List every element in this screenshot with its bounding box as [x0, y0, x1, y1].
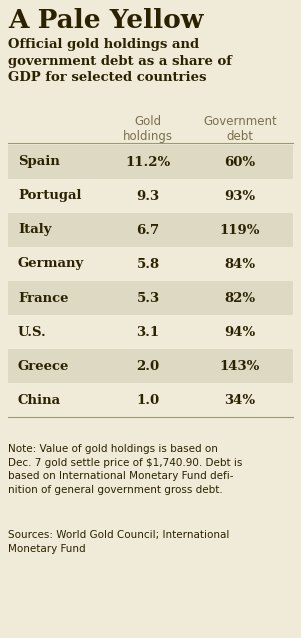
- Bar: [8, 247, 293, 281]
- Text: Portugal: Portugal: [18, 189, 82, 202]
- Text: Germany: Germany: [18, 258, 84, 271]
- Text: 5.8: 5.8: [136, 258, 160, 271]
- Bar: [8, 315, 293, 349]
- Text: France: France: [18, 292, 69, 304]
- Text: 84%: 84%: [225, 258, 256, 271]
- Text: 34%: 34%: [225, 394, 256, 406]
- Text: Official gold holdings and
government debt as a share of
GDP for selected countr: Official gold holdings and government de…: [8, 38, 232, 84]
- Text: Gold
holdings: Gold holdings: [123, 115, 173, 143]
- Bar: [8, 213, 293, 247]
- Text: 119%: 119%: [220, 223, 260, 237]
- Bar: [8, 349, 293, 383]
- Text: U.S.: U.S.: [18, 325, 47, 339]
- Text: 5.3: 5.3: [136, 292, 160, 304]
- Text: 94%: 94%: [224, 325, 256, 339]
- Text: 2.0: 2.0: [136, 359, 160, 373]
- Text: 60%: 60%: [225, 156, 256, 168]
- Text: 9.3: 9.3: [136, 189, 160, 202]
- Bar: [8, 179, 293, 213]
- Text: 82%: 82%: [225, 292, 256, 304]
- Bar: [8, 145, 293, 179]
- Text: China: China: [18, 394, 61, 406]
- Text: Sources: World Gold Council; International
Monetary Fund: Sources: World Gold Council; Internation…: [8, 530, 229, 554]
- Text: Greece: Greece: [18, 359, 69, 373]
- Text: Government
debt: Government debt: [203, 115, 277, 143]
- Text: A Pale Yellow: A Pale Yellow: [8, 8, 203, 33]
- Bar: [8, 281, 293, 315]
- Text: 93%: 93%: [225, 189, 256, 202]
- Text: Italy: Italy: [18, 223, 51, 237]
- Text: 6.7: 6.7: [136, 223, 160, 237]
- Text: 11.2%: 11.2%: [126, 156, 171, 168]
- Text: 3.1: 3.1: [136, 325, 160, 339]
- Text: 143%: 143%: [220, 359, 260, 373]
- Bar: [8, 383, 293, 417]
- Text: 1.0: 1.0: [136, 394, 160, 406]
- Text: Spain: Spain: [18, 156, 60, 168]
- Text: Note: Value of gold holdings is based on
Dec. 7 gold settle price of $1,740.90. : Note: Value of gold holdings is based on…: [8, 444, 242, 495]
